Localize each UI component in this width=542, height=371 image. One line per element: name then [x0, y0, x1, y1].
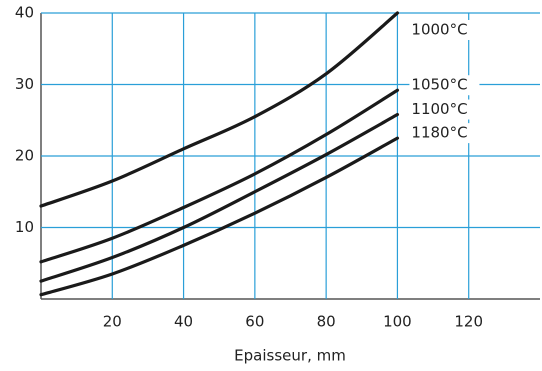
- y-tick-label: 30: [15, 75, 34, 93]
- line-series: [39, 11, 400, 208]
- x-axis-label: Epaisseur, mm: [234, 347, 346, 365]
- x-tick-label: 20: [103, 313, 122, 331]
- y-tick-label: 40: [15, 4, 34, 22]
- line-series: [39, 136, 400, 297]
- label-background: [409, 20, 480, 40]
- label-background: [409, 75, 480, 96]
- x-tick-label: 60: [245, 313, 264, 331]
- y-tick-label: 20: [15, 147, 34, 165]
- series-label: 1180°C: [411, 124, 467, 142]
- x-tick-label: 80: [317, 313, 336, 331]
- series-label: 1050°C: [411, 76, 467, 94]
- x-tick-label: 40: [174, 313, 193, 331]
- line-series: [39, 88, 400, 264]
- y-tick-label: 10: [15, 218, 34, 236]
- series-label: 1100°C: [411, 100, 467, 118]
- series-label: 1000°C: [411, 21, 467, 39]
- line-series: [39, 112, 400, 283]
- label-background: [409, 99, 480, 120]
- x-tick-label: 100: [383, 313, 412, 331]
- label-background: [409, 123, 480, 144]
- x-tick-label: 120: [454, 313, 483, 331]
